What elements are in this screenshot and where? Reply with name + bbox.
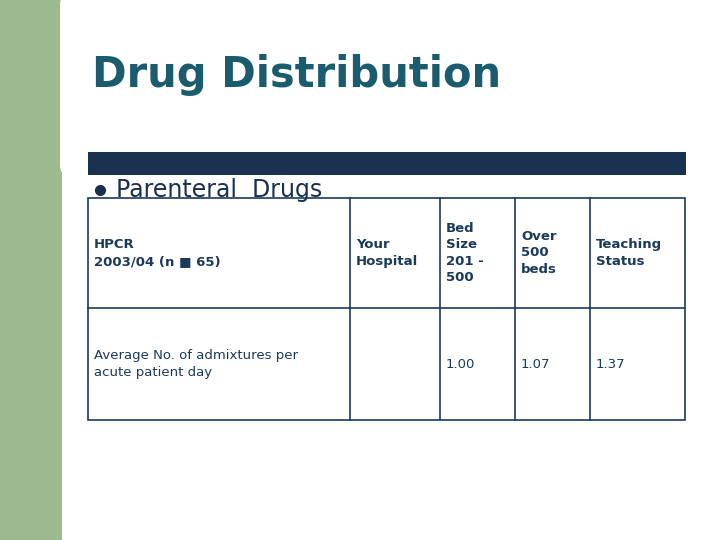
Bar: [88, 198, 685, 420]
Bar: [88, 152, 686, 175]
Text: Average No. of admixtures per
acute patient day: Average No. of admixtures per acute pati…: [94, 349, 298, 379]
Text: Over
500
beds: Over 500 beds: [521, 230, 557, 276]
Text: 2003/04 (n ■ 65): 2003/04 (n ■ 65): [94, 255, 220, 268]
Text: 1.00: 1.00: [446, 357, 475, 370]
Text: HPCR: HPCR: [94, 238, 135, 251]
FancyBboxPatch shape: [60, 0, 720, 177]
FancyBboxPatch shape: [0, 0, 273, 173]
Text: 1.07: 1.07: [521, 357, 551, 370]
Bar: [0, 0, 62, 540]
Text: Your
Hospital: Your Hospital: [356, 238, 418, 268]
Text: Teaching
Status: Teaching Status: [596, 238, 662, 268]
Text: Parenteral  Drugs: Parenteral Drugs: [116, 178, 323, 202]
Text: Bed
Size
201 -
500: Bed Size 201 - 500: [446, 222, 484, 284]
Text: Drug Distribution: Drug Distribution: [92, 54, 501, 96]
Text: 1.37: 1.37: [596, 357, 626, 370]
